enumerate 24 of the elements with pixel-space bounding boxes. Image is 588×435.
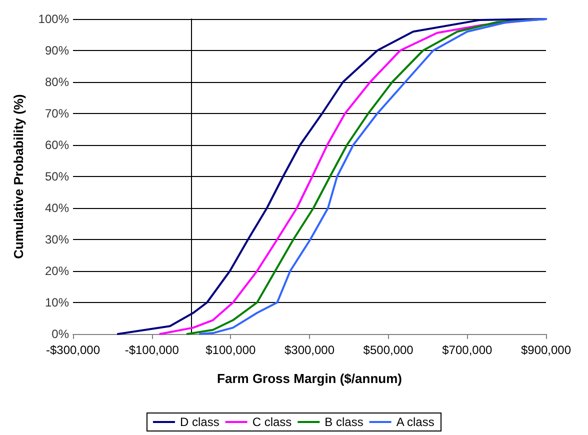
y-tick-label: 30%	[44, 232, 70, 246]
y-tick-label: 70%	[44, 106, 70, 120]
x-tick-label: -$100,000	[124, 343, 180, 357]
legend-label: B class	[324, 415, 364, 429]
y-tick-label: 40%	[44, 201, 70, 215]
y-tick-label: 80%	[44, 75, 70, 89]
legend-label: D class	[180, 415, 220, 429]
y-tick-label: 0%	[52, 327, 70, 341]
y-tick-label: 50%	[44, 170, 70, 184]
x-tick-label: $300,000	[284, 343, 335, 357]
y-axis-title: Cumulative Probability (%)	[11, 94, 26, 259]
y-tick-label: 90%	[44, 44, 70, 58]
legend-label: A class	[396, 415, 434, 429]
y-tick-label: 60%	[44, 138, 70, 152]
x-tick-label: $700,000	[442, 343, 493, 357]
x-axis-title: Farm Gross Margin ($/annum)	[217, 371, 402, 386]
y-tick-label: 100%	[38, 12, 70, 26]
x-tick-label: -$300,000	[46, 343, 100, 357]
y-tick-label: 10%	[44, 296, 70, 310]
x-tick-label: $900,000	[520, 343, 572, 357]
legend-label: C class	[252, 415, 292, 429]
x-tick-label: $500,000	[363, 343, 414, 357]
y-tick-label: 20%	[44, 264, 70, 278]
x-tick-label: $100,000	[206, 343, 256, 357]
